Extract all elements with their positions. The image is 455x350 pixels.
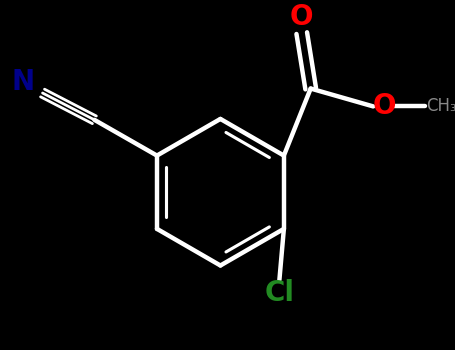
Text: Cl: Cl [264,279,294,307]
Text: O: O [290,3,313,31]
Text: CH₃: CH₃ [426,97,455,116]
Text: O: O [372,92,396,120]
Text: N: N [11,68,35,96]
